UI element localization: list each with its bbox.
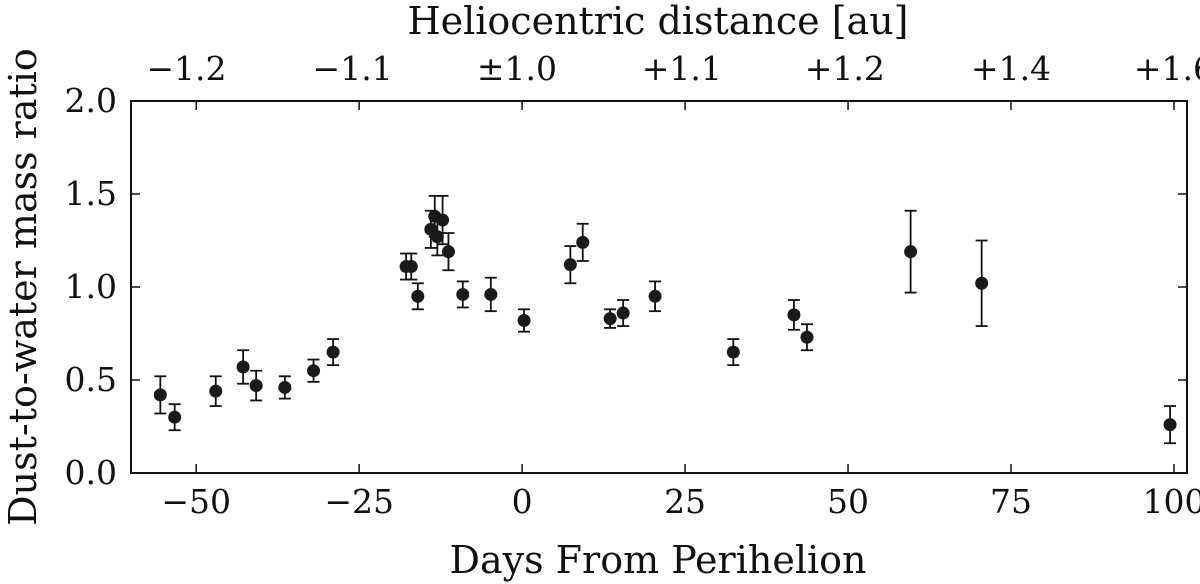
data-point [456, 287, 470, 301]
data-point [153, 388, 167, 402]
x-tick-label: −50 [161, 482, 231, 521]
data-point [726, 345, 740, 359]
top-tick-label: ±1.0 [477, 49, 557, 88]
data-point [411, 289, 425, 303]
data-point [307, 364, 321, 378]
data-point [787, 308, 801, 322]
data-point [563, 258, 577, 272]
data-point [603, 312, 617, 326]
data-point [975, 276, 989, 290]
data-point [904, 245, 918, 259]
y-tick-label: 1.5 [65, 174, 117, 213]
x-tick-label: 0 [512, 482, 533, 521]
tick-labels: −50 −25 0 25 50 75 100 −1.2 −1.1 ±1.0 +1.1 +1.2 +1.4… [65, 49, 1200, 521]
data-point [576, 235, 590, 249]
data-point [484, 287, 498, 301]
x-tick-label: 75 [990, 482, 1032, 521]
top-tick-label: −1.2 [146, 49, 226, 88]
data-point [326, 345, 340, 359]
top-tick-label: +1.4 [971, 49, 1051, 88]
data-point [517, 313, 531, 327]
y-tick-label: 1.0 [65, 267, 117, 306]
top-tick-label: −1.1 [313, 49, 393, 88]
data-point [168, 410, 182, 424]
y-tick-label: 0.0 [65, 453, 117, 492]
data-point [441, 245, 455, 259]
y-tick-label: 2.0 [65, 81, 117, 120]
data-point [436, 213, 450, 227]
x-tick-label: −25 [324, 482, 394, 521]
data-point [249, 379, 263, 393]
x-tick-label: 25 [664, 482, 706, 521]
plot-frame [130, 100, 1188, 474]
data-point [404, 260, 418, 274]
data-point [616, 306, 630, 320]
data-point [430, 230, 444, 244]
data-point [209, 384, 223, 398]
top-tick-label: +1.6 [1134, 49, 1200, 88]
y-axis-title: Dust-to-water mass ratio [1, 48, 45, 526]
data-point [236, 360, 250, 374]
top-axis-title: Heliocentric distance [au] [407, 0, 908, 43]
error-bars [154, 194, 1177, 445]
data-point [648, 289, 662, 303]
data-point [278, 380, 292, 394]
data-point [800, 330, 814, 344]
y-tick-label: 0.5 [65, 360, 117, 399]
data-points [153, 209, 1177, 432]
x-tick-label: 50 [827, 482, 869, 521]
axis-ticks [131, 100, 1187, 474]
x-tick-label: 100 [1142, 482, 1200, 521]
top-tick-label: +1.1 [642, 49, 722, 88]
data-point [1163, 418, 1177, 432]
top-tick-label: +1.2 [805, 49, 885, 88]
x-axis-title: Days From Perihelion [450, 538, 867, 582]
